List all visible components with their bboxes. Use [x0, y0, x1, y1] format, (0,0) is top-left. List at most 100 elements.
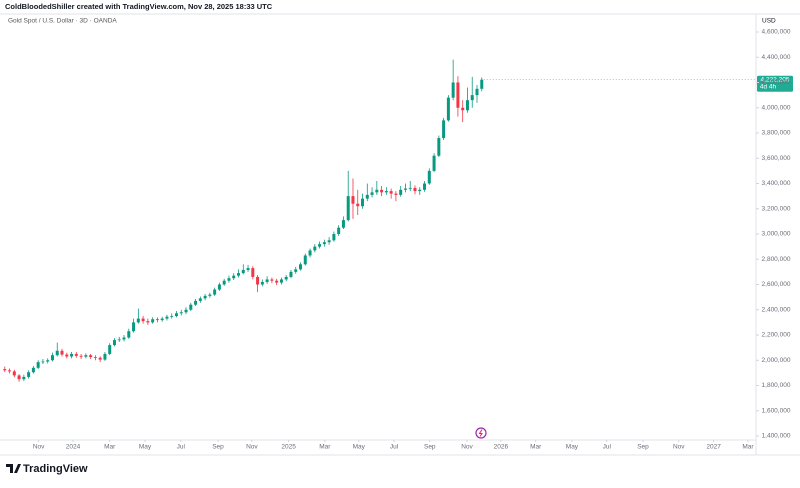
candle-body — [399, 189, 403, 195]
candle-body — [127, 331, 131, 338]
y-tick-label: 1,800,000 — [762, 382, 791, 389]
candle-body — [265, 279, 269, 282]
candle-body — [437, 138, 441, 156]
candle-body — [370, 192, 374, 195]
candle-body — [46, 360, 50, 362]
candle-body — [475, 88, 479, 96]
candle-body — [341, 220, 345, 228]
candle-body — [246, 268, 250, 270]
candle-body — [50, 355, 54, 361]
y-tick-label: 4,400,000 — [762, 54, 791, 61]
y-tick-label: 2,000,000 — [762, 357, 791, 364]
candle-body — [84, 355, 88, 357]
x-tick-label: Mar — [742, 444, 754, 451]
price-tag-note: 4d 4h — [760, 83, 777, 90]
candle-body — [423, 183, 427, 190]
go-to-icon[interactable] — [475, 427, 487, 439]
candle-body — [456, 82, 460, 108]
candle-body — [117, 339, 121, 341]
candle-body — [227, 278, 231, 281]
candle-body — [256, 276, 260, 285]
axis-unit: USD — [762, 18, 776, 25]
x-tick-label: May — [353, 444, 366, 451]
candle-body — [8, 370, 12, 372]
candle-body — [380, 189, 384, 193]
candle-body — [208, 294, 212, 296]
candle-body — [174, 313, 178, 317]
candle-body — [17, 375, 21, 380]
x-tick-label: Nov — [673, 444, 685, 451]
candle-body — [408, 187, 412, 189]
candle-body — [179, 312, 183, 314]
x-tick-label: Sep — [424, 444, 436, 451]
candle-body — [237, 273, 241, 276]
candle-body — [184, 309, 188, 313]
x-tick-label: Nov — [461, 444, 473, 451]
y-tick-label: 3,800,000 — [762, 130, 791, 137]
candle-body — [384, 191, 388, 193]
x-tick-label: 2027 — [706, 444, 721, 451]
candle-body — [36, 362, 40, 368]
candle-body — [480, 79, 484, 89]
candle-body — [98, 357, 102, 360]
candle-body — [122, 337, 126, 340]
candle-body — [470, 95, 474, 101]
candle-body — [332, 234, 336, 241]
candle-body — [194, 300, 198, 305]
candle-body — [375, 189, 379, 193]
candle-body — [356, 203, 360, 207]
candle-body — [112, 340, 116, 346]
x-tick-label: Mar — [530, 444, 542, 451]
candle-body — [442, 120, 446, 139]
candle-body — [222, 280, 226, 285]
y-tick-label: 3,400,000 — [762, 180, 791, 187]
candle-body — [74, 353, 78, 356]
candle-body — [337, 227, 341, 234]
candle-body — [3, 369, 7, 371]
candle-body — [31, 367, 35, 373]
candle-body — [260, 281, 264, 285]
candle-body — [70, 353, 74, 357]
candle-body — [308, 250, 312, 256]
candle-body — [289, 271, 293, 277]
candle-body — [55, 350, 59, 356]
candle-body — [322, 242, 326, 245]
candle-body — [198, 298, 202, 301]
x-tick-label: 2025 — [281, 444, 296, 451]
x-tick-label: 2024 — [66, 444, 81, 451]
candle-body — [451, 82, 455, 98]
x-tick-label: May — [566, 444, 579, 451]
candle-body — [284, 276, 288, 280]
candle-body — [155, 319, 159, 321]
candle-body — [103, 353, 107, 360]
candle-body — [365, 194, 369, 199]
price-tag — [757, 75, 793, 92]
y-tick-label: 3,600,000 — [762, 155, 791, 162]
candle-body — [165, 316, 169, 319]
x-tick-label: May — [139, 444, 152, 451]
symbol-title: Gold Spot / U.S. Dollar · 3D · OANDA — [8, 18, 117, 25]
candle-body — [465, 100, 469, 111]
x-tick-label: 2026 — [494, 444, 509, 451]
x-tick-label: Sep — [212, 444, 224, 451]
x-tick-label: Nov — [33, 444, 45, 451]
candle-body — [403, 188, 407, 190]
candle-body — [427, 170, 431, 184]
candle-body — [418, 189, 422, 192]
x-tick-label: Jul — [177, 444, 186, 451]
x-tick-label: Jul — [603, 444, 612, 451]
candle-body — [389, 191, 393, 194]
candle-body — [432, 155, 436, 171]
candle-body — [327, 240, 331, 243]
candle-body — [65, 354, 69, 357]
x-tick-label: Nov — [246, 444, 258, 451]
header: ColdBloodedShiller created with TradingV… — [5, 2, 273, 11]
candle-body — [346, 196, 350, 221]
y-tick-label: 2,400,000 — [762, 306, 791, 313]
candle-body — [394, 193, 398, 195]
candle-body — [141, 318, 145, 322]
candle-body — [170, 316, 174, 317]
candle-body — [232, 275, 236, 279]
